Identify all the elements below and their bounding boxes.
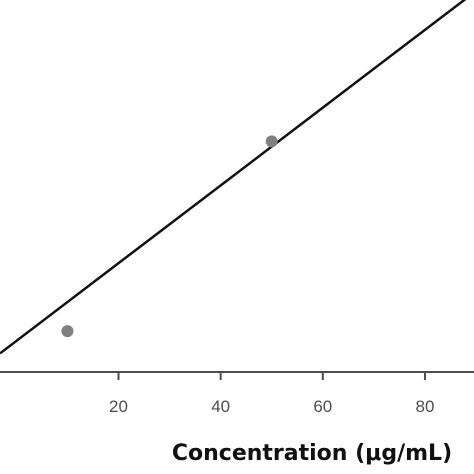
- regression-line: [0, 0, 467, 355]
- data-point: [265, 135, 278, 148]
- x-tick-label: 60: [313, 397, 332, 416]
- x-tick-label: 20: [109, 397, 128, 416]
- x-tick-label: 80: [416, 397, 435, 416]
- x-axis-ticks: 20 40 60 80: [109, 372, 434, 416]
- x-axis-title: Concentration (μg/mL): [172, 441, 452, 466]
- x-tick-label: 40: [211, 397, 230, 416]
- plot-area: [0, 0, 467, 355]
- data-point: [61, 325, 74, 338]
